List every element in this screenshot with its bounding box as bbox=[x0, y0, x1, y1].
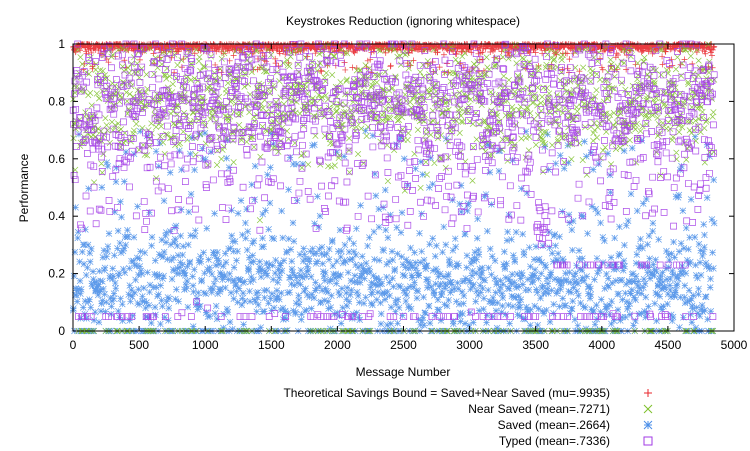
scatter-points bbox=[69, 40, 718, 335]
series-theoretical-legend-marker bbox=[644, 389, 652, 397]
series-typed-legend-label: Typed (mean=.7336) bbox=[499, 434, 610, 448]
x-tick-label: 3500 bbox=[522, 338, 549, 352]
series-typed-markers bbox=[69, 40, 718, 320]
y-tick-label: 0 bbox=[58, 324, 65, 338]
series-near-saved-legend-label: Near Saved (mean=.7271) bbox=[468, 402, 610, 416]
x-tick-label: 5000 bbox=[721, 338, 748, 352]
series-theoretical-legend-label: Theoretical Savings Bound = Saved+Near S… bbox=[283, 386, 610, 400]
series-typed-legend-marker bbox=[643, 436, 653, 446]
y-tick-label: 0.4 bbox=[48, 209, 65, 223]
axis-ticks: 0 500 1000 1500 2000 2500 3000 3500 4000 4500 5000… bbox=[48, 37, 747, 352]
x-axis-label: Message Number bbox=[356, 365, 451, 379]
x-tick-label: 3000 bbox=[456, 338, 483, 352]
y-tick-label: 0.6 bbox=[48, 152, 65, 166]
y-axis-label: Performance bbox=[17, 153, 31, 222]
series-near-saved-legend-marker bbox=[643, 404, 653, 414]
y-tick-label: 0.8 bbox=[48, 94, 65, 108]
x-tick-label: 1500 bbox=[258, 338, 285, 352]
x-tick-label: 500 bbox=[129, 338, 149, 352]
y-tick-label: 1 bbox=[58, 37, 65, 51]
chart-title: Keystrokes Reduction (ignoring whitespac… bbox=[286, 14, 520, 28]
x-tick-label: 2000 bbox=[324, 338, 351, 352]
legend: Theoretical Savings Bound = Saved+Near S… bbox=[283, 386, 653, 448]
x-tick-label: 1000 bbox=[192, 338, 219, 352]
series-saved-legend-label: Saved (mean=.2664) bbox=[498, 418, 610, 432]
y-tick-label: 0.2 bbox=[48, 267, 65, 281]
x-tick-label: 0 bbox=[70, 338, 77, 352]
series-saved-legend-marker bbox=[643, 420, 653, 430]
x-tick-label: 4000 bbox=[588, 338, 615, 352]
x-tick-label: 4500 bbox=[655, 338, 682, 352]
x-tick-label: 2500 bbox=[390, 338, 417, 352]
